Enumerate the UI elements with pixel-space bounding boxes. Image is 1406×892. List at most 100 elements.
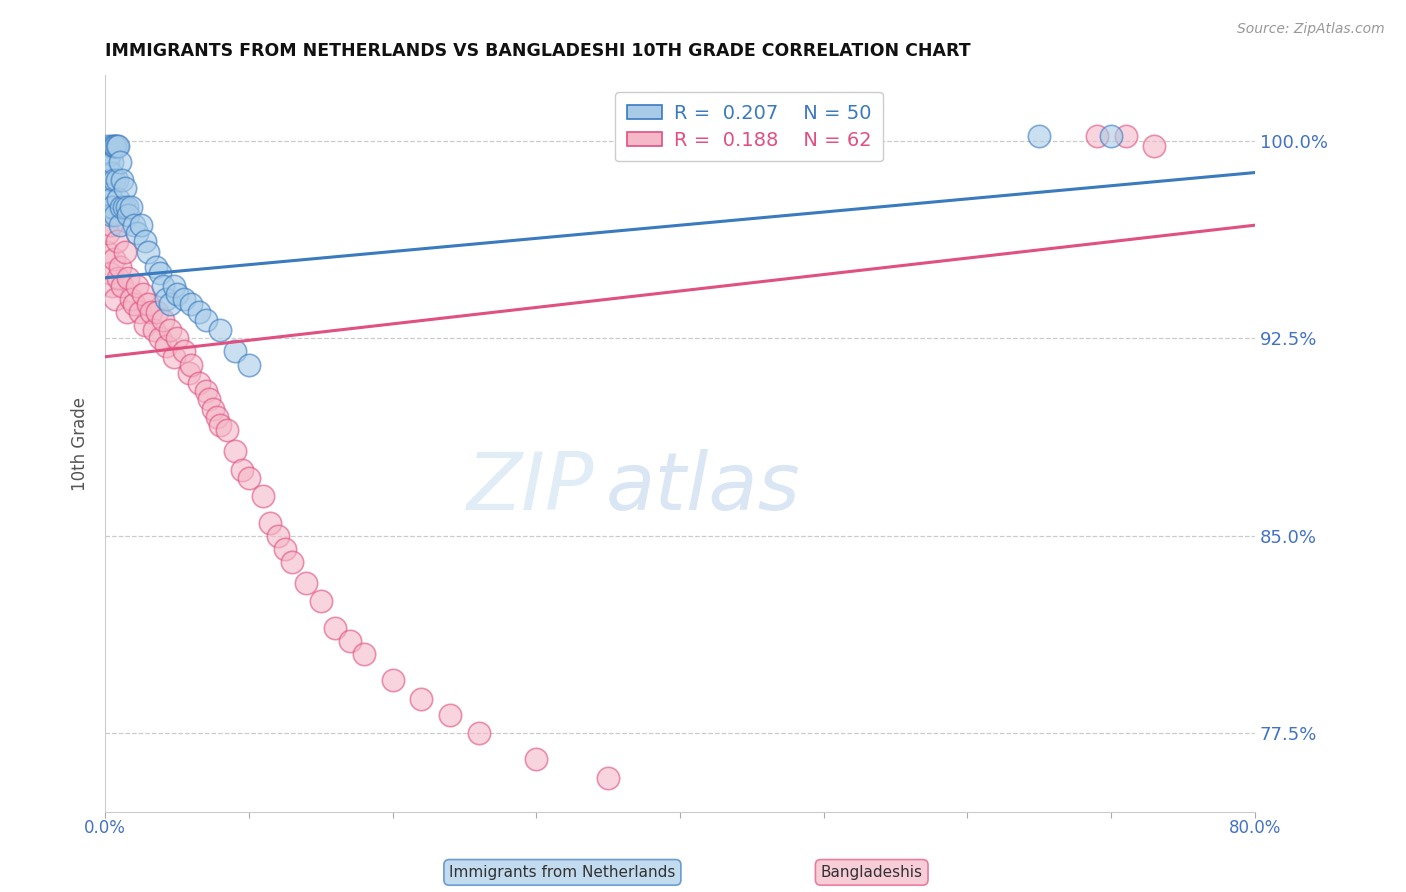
Point	[97, 226, 120, 240]
Point	[411, 691, 433, 706]
Point	[439, 707, 461, 722]
Point	[177, 366, 200, 380]
Point	[159, 323, 181, 337]
Point	[125, 226, 148, 240]
Point	[166, 331, 188, 345]
Point	[266, 529, 288, 543]
Text: Immigrants from Netherlands: Immigrants from Netherlands	[449, 865, 676, 880]
Point	[101, 200, 124, 214]
Point	[98, 186, 121, 201]
Point	[252, 489, 274, 503]
Point	[105, 173, 128, 187]
Y-axis label: 10th Grade: 10th Grade	[72, 397, 89, 491]
Point	[128, 305, 150, 319]
Point	[201, 402, 224, 417]
Text: Source: ZipAtlas.com: Source: ZipAtlas.com	[1237, 22, 1385, 37]
Point	[180, 358, 202, 372]
Point	[98, 266, 121, 280]
Point	[180, 297, 202, 311]
Point	[209, 323, 232, 337]
Legend: R =  0.207    N = 50, R =  0.188    N = 62: R = 0.207 N = 50, R = 0.188 N = 62	[616, 92, 883, 161]
Point	[104, 139, 127, 153]
Point	[107, 139, 129, 153]
Point	[217, 424, 239, 438]
Point	[111, 278, 134, 293]
Point	[149, 331, 172, 345]
Point	[194, 313, 217, 327]
Point	[238, 471, 260, 485]
Point	[100, 218, 122, 232]
Point	[194, 384, 217, 398]
Text: Bangladeshis: Bangladeshis	[821, 865, 922, 880]
Point	[1085, 128, 1108, 143]
Point	[103, 252, 125, 267]
Point	[112, 200, 135, 214]
Point	[134, 318, 156, 333]
Text: IMMIGRANTS FROM NETHERLANDS VS BANGLADESHI 10TH GRADE CORRELATION CHART: IMMIGRANTS FROM NETHERLANDS VS BANGLADES…	[105, 42, 970, 60]
Point	[468, 726, 491, 740]
Point	[152, 278, 174, 293]
Point	[107, 192, 129, 206]
Point	[173, 292, 195, 306]
Point	[159, 297, 181, 311]
Point	[97, 139, 120, 153]
Point	[98, 173, 121, 187]
Point	[131, 286, 153, 301]
Point	[295, 576, 318, 591]
Point	[117, 270, 139, 285]
Point	[120, 200, 142, 214]
Point	[108, 260, 131, 275]
Point	[152, 313, 174, 327]
Point	[105, 234, 128, 248]
Point	[105, 139, 128, 153]
Point	[173, 344, 195, 359]
Point	[100, 165, 122, 179]
Point	[110, 200, 132, 214]
Point	[96, 200, 118, 214]
Point	[187, 376, 209, 390]
Point	[114, 181, 136, 195]
Text: atlas: atlas	[606, 449, 800, 527]
Point	[115, 200, 138, 214]
Point	[122, 297, 145, 311]
Text: 80.0%: 80.0%	[1229, 820, 1281, 838]
Text: 0.0%: 0.0%	[84, 820, 127, 838]
Point	[166, 286, 188, 301]
Point	[103, 173, 125, 187]
Point	[146, 305, 169, 319]
Point	[309, 594, 332, 608]
Point	[125, 278, 148, 293]
Point	[1143, 139, 1166, 153]
Point	[187, 305, 209, 319]
Point	[100, 208, 122, 222]
Point	[381, 673, 404, 688]
Point	[353, 647, 375, 661]
Point	[209, 418, 232, 433]
Point	[103, 139, 125, 153]
Point	[136, 297, 159, 311]
Point	[274, 541, 297, 556]
Point	[134, 234, 156, 248]
Point	[224, 444, 246, 458]
Point	[149, 266, 172, 280]
Point	[143, 323, 166, 337]
Point	[141, 305, 163, 319]
Point	[163, 278, 186, 293]
Point	[524, 752, 547, 766]
Point	[97, 155, 120, 169]
Point	[145, 260, 167, 275]
Point	[100, 192, 122, 206]
Point	[101, 278, 124, 293]
Point	[120, 292, 142, 306]
Point	[259, 516, 281, 530]
Point	[136, 244, 159, 259]
Point	[129, 218, 152, 232]
Point	[107, 270, 129, 285]
Point	[238, 358, 260, 372]
Point	[598, 771, 620, 785]
Point	[108, 155, 131, 169]
Point	[339, 634, 361, 648]
Point	[104, 292, 127, 306]
Point	[197, 392, 219, 406]
Point	[104, 208, 127, 222]
